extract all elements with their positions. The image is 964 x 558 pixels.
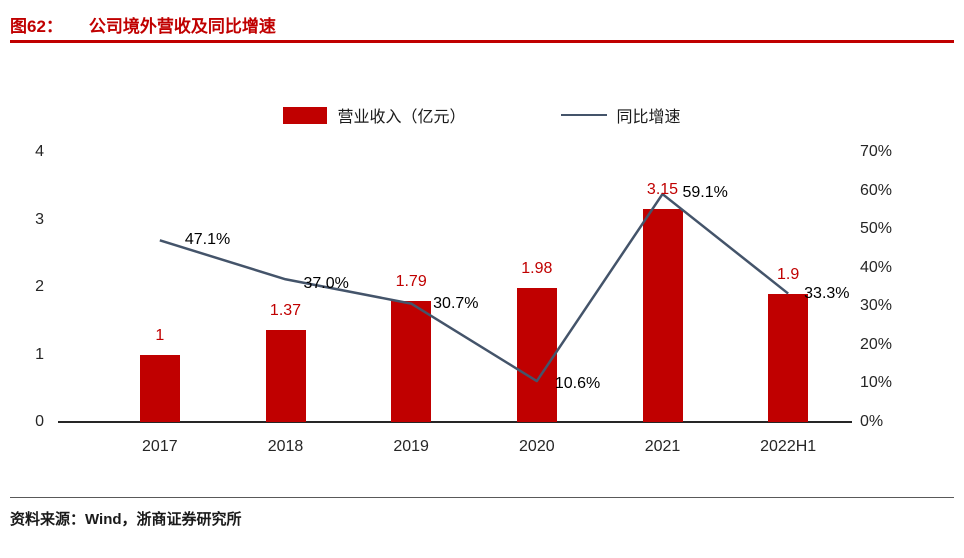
revenue-bar [139,354,180,422]
x-axis-label: 2021 [644,438,681,455]
bar-value-label: 1.9 [777,265,800,283]
growth-value-label: 33.3% [804,284,850,302]
x-axis-label: 2022H1 [760,438,817,455]
bar-value-label: 1.79 [395,273,427,291]
bar-value-label: 1.98 [521,260,553,278]
right-axis-tick: 40% [860,258,893,276]
legend-item-revenue: 营业收入（亿元） [283,103,466,127]
revenue-bar [265,329,306,422]
bar-value-label: 1 [155,326,165,344]
legend-item-growth: 同比增速 [560,103,681,127]
left-axis-tick: 0 [35,413,44,430]
figure-number: 图62： [10,17,63,36]
growth-value-label: 59.1% [682,184,728,202]
left-axis-tick: 1 [35,345,44,363]
right-axis-tick: 70% [860,143,893,160]
revenue-bar [391,301,432,422]
right-axis-tick: 30% [860,297,893,315]
revenue-bar [642,209,683,422]
title-underline [10,40,954,43]
growth-value-label: 37.0% [303,275,349,293]
legend-label-revenue: 营业收入（亿元） [337,109,466,126]
revenue-bar-swatch [283,106,328,124]
x-axis-line [58,421,852,423]
growth-value-label: 30.7% [433,294,479,312]
bar-value-label: 1.37 [269,301,302,319]
figure-title: 图62： 公司境外营收及同比增速 [10,12,276,37]
figure-title-text: 公司境外营收及同比增速 [88,17,276,36]
footer-divider [10,497,954,498]
right-axis-tick: 50% [860,220,893,238]
legend-label-growth: 同比增速 [616,109,681,126]
x-axis-label: 2019 [393,438,429,455]
source-note: 资料来源：Wind，浙商证券研究所 [10,511,242,528]
growth-value-label: 47.1% [184,231,231,249]
right-axis-tick: 60% [860,181,893,199]
x-axis-label: 2018 [267,438,304,455]
chart-legend: 营业收入（亿元） 同比增速 [0,103,964,127]
revenue-bar [768,293,809,422]
revenue-bar [516,288,557,422]
right-axis-tick: 10% [860,374,893,392]
left-axis-tick: 4 [35,143,44,160]
right-axis-tick: 0% [860,413,884,430]
x-axis-label: 2020 [519,438,555,455]
x-axis-label: 2017 [142,438,178,455]
growth-line-swatch [560,114,607,116]
left-axis-tick: 2 [35,278,44,295]
growth-value-label: 10.6% [554,375,601,393]
right-axis-tick: 20% [860,335,893,353]
bar-value-label: 3.15 [646,181,679,199]
left-axis-tick: 3 [35,210,44,228]
